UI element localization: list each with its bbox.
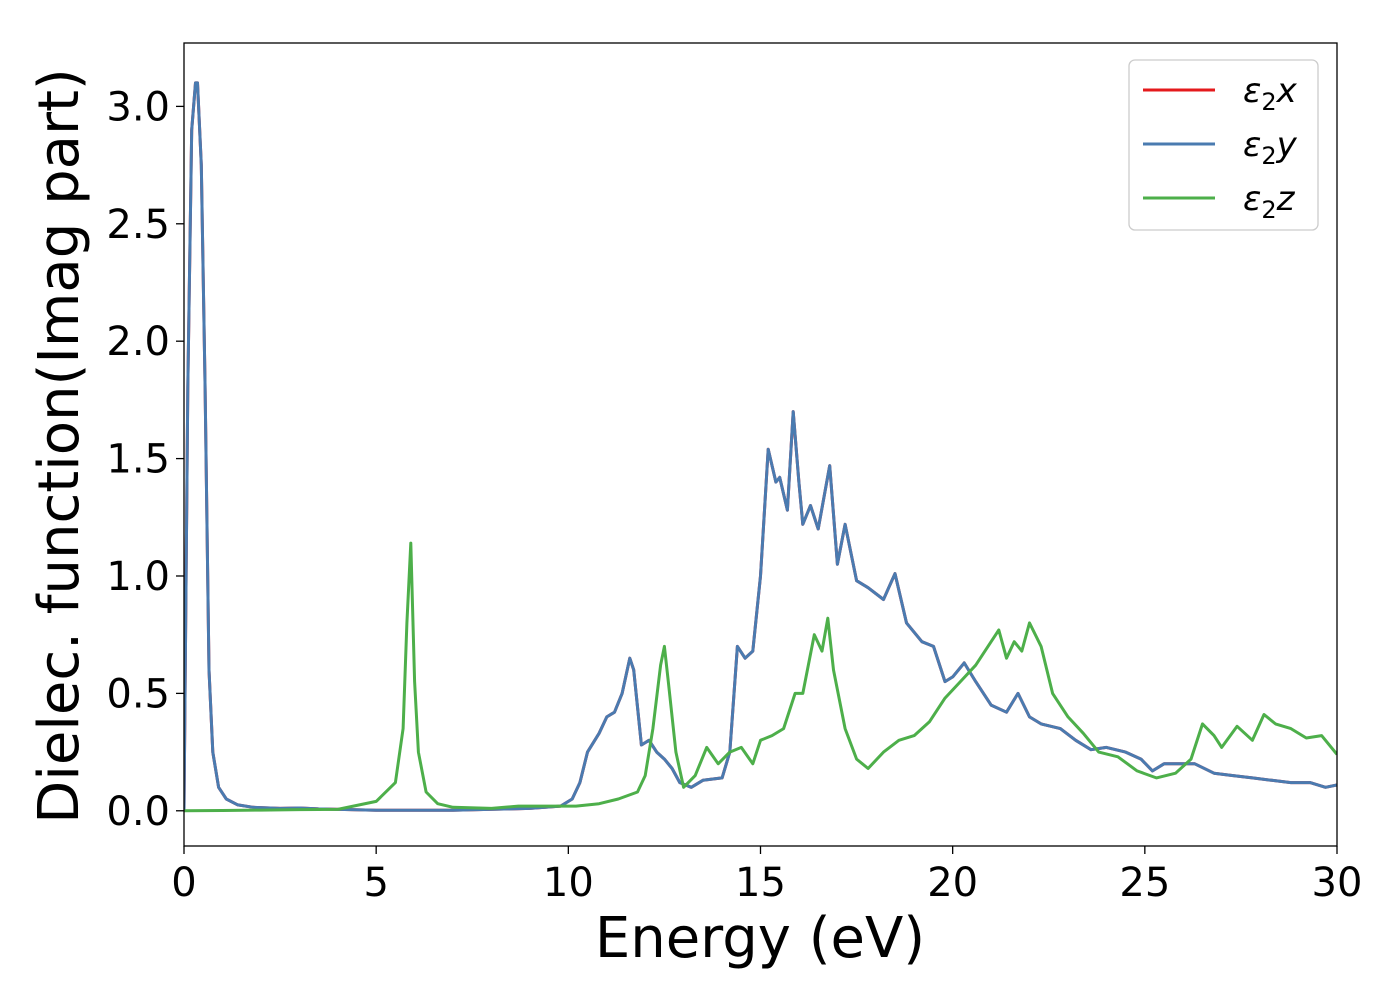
- y-tick-label: 2.0: [106, 319, 170, 365]
- legend-label-y: ε2y: [1243, 125, 1298, 170]
- legend-label-z: ε2z: [1243, 179, 1296, 224]
- y-tick-label: 3.0: [106, 84, 170, 130]
- x-tick-label: 0: [171, 860, 196, 906]
- y-tick-label: 1.0: [106, 554, 170, 600]
- x-tick-label: 25: [1119, 860, 1170, 906]
- legend: ε2x ε2y ε2z: [1128, 59, 1319, 231]
- x-axis-label: Energy (eV): [595, 906, 925, 971]
- y-tick-label: 2.5: [106, 202, 170, 248]
- x-tick-label: 10: [543, 860, 594, 906]
- x-tick-label: 15: [735, 860, 786, 906]
- series-layer: [184, 81, 1337, 813]
- series-line-z: [184, 541, 1337, 813]
- y-tick-label: 0.5: [106, 671, 170, 717]
- legend-box: [1128, 59, 1319, 231]
- y-tick-label: 1.5: [106, 437, 170, 483]
- x-tick-label: 30: [1312, 860, 1363, 906]
- legend-label-x: ε2x: [1243, 71, 1298, 116]
- x-tick-label: 20: [927, 860, 978, 906]
- x-tick-label: 5: [363, 860, 388, 906]
- y-axis-label: Dielec. function(Imag part): [27, 68, 92, 824]
- y-axis: 0.0 0.5 1.0 1.5 2.0 2.5 3.0: [106, 84, 184, 835]
- y-tick-label: 0.0: [106, 789, 170, 835]
- x-axis: 0 5 10 15 20 25 30: [171, 846, 1362, 906]
